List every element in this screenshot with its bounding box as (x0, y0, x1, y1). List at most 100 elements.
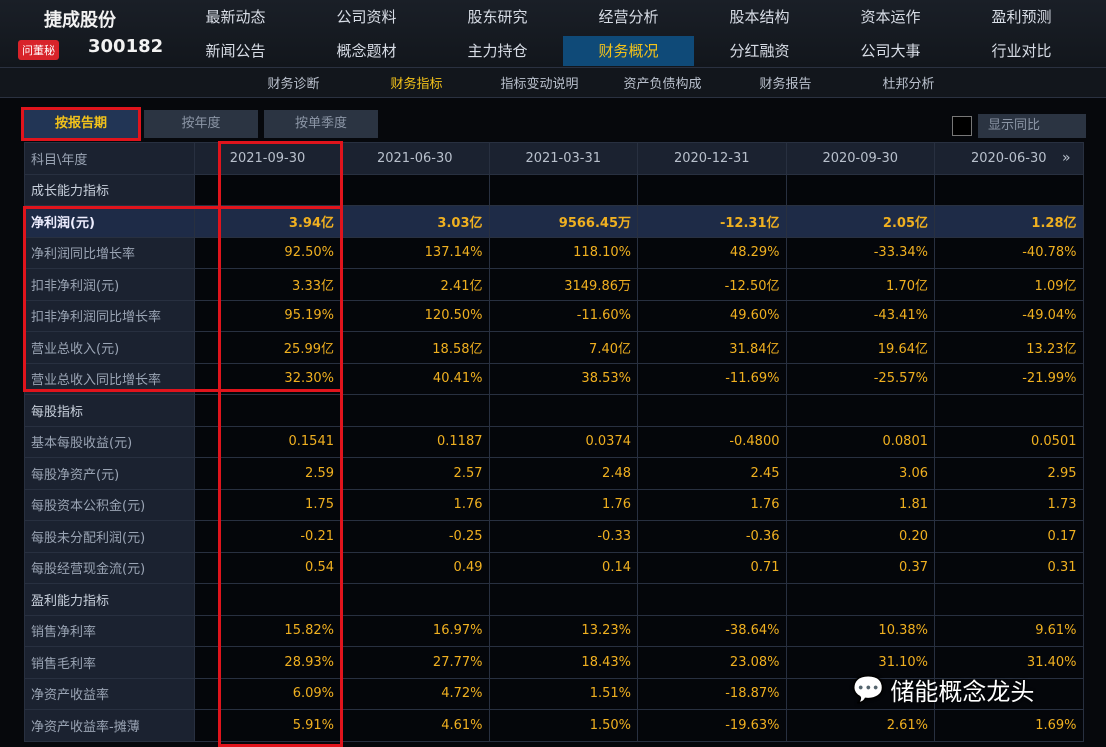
table-row: 净资产收益率-摊薄 5.91% 4.61% 1.50% -19.63% 2.61% 1.69… (24, 709, 1084, 742)
cell-value (340, 583, 490, 616)
nav-item[interactable]: 股东研究 (467, 8, 528, 26)
cell-value: -0.36 (637, 520, 787, 553)
watermark-text: 储能概念龙头 (890, 678, 1035, 706)
nav-item[interactable]: 主力持仓 (467, 42, 528, 60)
next-columns-icon[interactable]: » (1062, 150, 1071, 166)
cell-value: 4.61% (340, 709, 490, 742)
subnav-item[interactable]: 杜邦分析 (882, 77, 935, 92)
nav-item[interactable]: 行业对比 (991, 42, 1052, 60)
cell-value: 0.17 (934, 520, 1084, 553)
stock-code: 300182 (88, 36, 164, 57)
column-header[interactable]: 2020-12-31 (637, 142, 787, 175)
cell-value (340, 173, 490, 206)
subnav-item[interactable]: 指标变动说明 (500, 77, 579, 92)
nav-item[interactable]: 公司大事 (860, 42, 921, 60)
cell-value: 13.23亿 (934, 331, 1084, 364)
nav-item[interactable]: 最新动态 (205, 8, 266, 26)
main-nav: 最新动态 公司资料 股东研究 经营分析 股本结构 资本运作 盈利预测 新闻公告 概念题材 主力持… (170, 0, 1106, 68)
nav-item[interactable]: 概念题材 (336, 42, 397, 60)
cell-value: -11.69% (637, 362, 787, 395)
cell-value: 2.48 (488, 457, 638, 490)
nav-item[interactable]: 公司资料 (336, 8, 397, 26)
column-header[interactable]: 2021-03-31 (488, 142, 638, 175)
cell-value: 23.08% (637, 646, 787, 679)
ask-secretary-button[interactable]: 问董秘 (18, 40, 59, 60)
cell-value (637, 173, 787, 206)
cell-value: -11.60% (488, 299, 638, 332)
cell-value: 28.93% (194, 646, 341, 679)
nav-item[interactable]: 盈利预测 (991, 8, 1052, 26)
tab-period[interactable]: 按单季度 (264, 110, 378, 138)
table-row: 营业总收入(元) 25.99亿 18.58亿 7.40亿 31.84亿 19.64亿 13.… (24, 331, 1084, 364)
nav-item[interactable]: 股本结构 (729, 8, 790, 26)
nav-item[interactable]: 新闻公告 (205, 42, 266, 60)
table-row: 每股净资产(元) 2.59 2.57 2.48 2.45 3.06 2.95 (24, 457, 1084, 490)
cell-value: 32.30% (194, 362, 341, 395)
cell-value: 9566.45万 (488, 205, 638, 238)
cell-value: 0.14 (488, 551, 638, 584)
cell-value: 1.75 (194, 488, 341, 521)
table-row: 每股指标 (24, 394, 1084, 427)
row-label: 扣非净利润同比增长率 (24, 299, 195, 332)
cell-value: 1.81 (785, 488, 935, 521)
row-label: 营业总收入(元) (24, 331, 195, 364)
cell-value: 0.0374 (488, 425, 638, 458)
column-header[interactable]: 2021-06-30 (340, 142, 490, 175)
cell-value (934, 583, 1084, 616)
cell-value (488, 583, 638, 616)
row-label: 净资产收益率 (24, 677, 195, 710)
subnav-item[interactable]: 财务指标 (390, 77, 443, 92)
yoy-checkbox[interactable] (952, 116, 972, 136)
cell-value: 4.72% (340, 677, 490, 710)
cell-value: -38.64% (637, 614, 787, 647)
column-header[interactable]: 2021-09-30 (194, 142, 341, 175)
table-row: 销售净利率 15.82% 16.97% 13.23% -38.64% 10.38% 9.61… (24, 614, 1084, 647)
nav-item[interactable]: 资本运作 (860, 8, 921, 26)
yoy-button[interactable]: 显示同比 (978, 114, 1086, 138)
nav-item[interactable]: 分红融资 (729, 42, 790, 60)
cell-value: 18.43% (488, 646, 638, 679)
cell-value: 1.76 (488, 488, 638, 521)
cell-value: 3149.86万 (488, 268, 638, 301)
nav-item[interactable]: 财务概况 (563, 36, 694, 66)
cell-value: -49.04% (934, 299, 1084, 332)
cell-value (488, 394, 638, 427)
cell-value: 0.1541 (194, 425, 341, 458)
subnav-item[interactable]: 财务诊断 (267, 77, 320, 92)
header: 捷成股份 问董秘 300182 最新动态 公司资料 股东研究 经营分析 股本结构 资本运作… (0, 0, 1106, 68)
row-label: 每股资本公积金(元) (24, 488, 195, 521)
cell-value: -33.34% (785, 236, 935, 269)
cell-value (194, 173, 341, 206)
tab-period[interactable]: 按报告期 (21, 107, 141, 141)
cell-value: 7.40亿 (488, 331, 638, 364)
cell-value: 13.23% (488, 614, 638, 647)
column-header[interactable]: 2020-09-30 (785, 142, 935, 175)
cell-value: -19.63% (637, 709, 787, 742)
table-row: 扣非净利润同比增长率 95.19% 120.50% -11.60% 49.60% -43.… (24, 299, 1084, 332)
table-row: 每股未分配利润(元) -0.21 -0.25 -0.33 -0.36 0.20 0.17 (24, 520, 1084, 553)
cell-value: 92.50% (194, 236, 341, 269)
tab-period[interactable]: 按年度 (144, 110, 258, 138)
subnav-item[interactable]: 资产负债构成 (623, 77, 702, 92)
cell-value: 10.38% (785, 614, 935, 647)
cell-value (785, 583, 935, 616)
cell-value: 0.0801 (785, 425, 935, 458)
row-label: 净利润(元) (24, 205, 195, 238)
column-header[interactable]: 2020-06-30 (934, 142, 1084, 175)
cell-value: 3.06 (785, 457, 935, 490)
period-tabs: 按报告期 按年度 按单季度 (21, 107, 378, 141)
nav-item[interactable]: 经营分析 (598, 8, 659, 26)
cell-value (785, 394, 935, 427)
cell-value: -21.99% (934, 362, 1084, 395)
subnav-item[interactable]: 财务报告 (759, 77, 812, 92)
watermark: 💬 储能概念龙头 (852, 672, 1034, 707)
cell-value: 18.58亿 (340, 331, 490, 364)
cell-value: 120.50% (340, 299, 490, 332)
cell-value: 31.84亿 (637, 331, 787, 364)
cell-value: -0.25 (340, 520, 490, 553)
cell-value: 31.10% (785, 646, 935, 679)
cell-value (934, 173, 1084, 206)
cell-value: 25.99亿 (194, 331, 341, 364)
cell-value (637, 394, 787, 427)
table-row: 成长能力指标 (24, 173, 1084, 206)
